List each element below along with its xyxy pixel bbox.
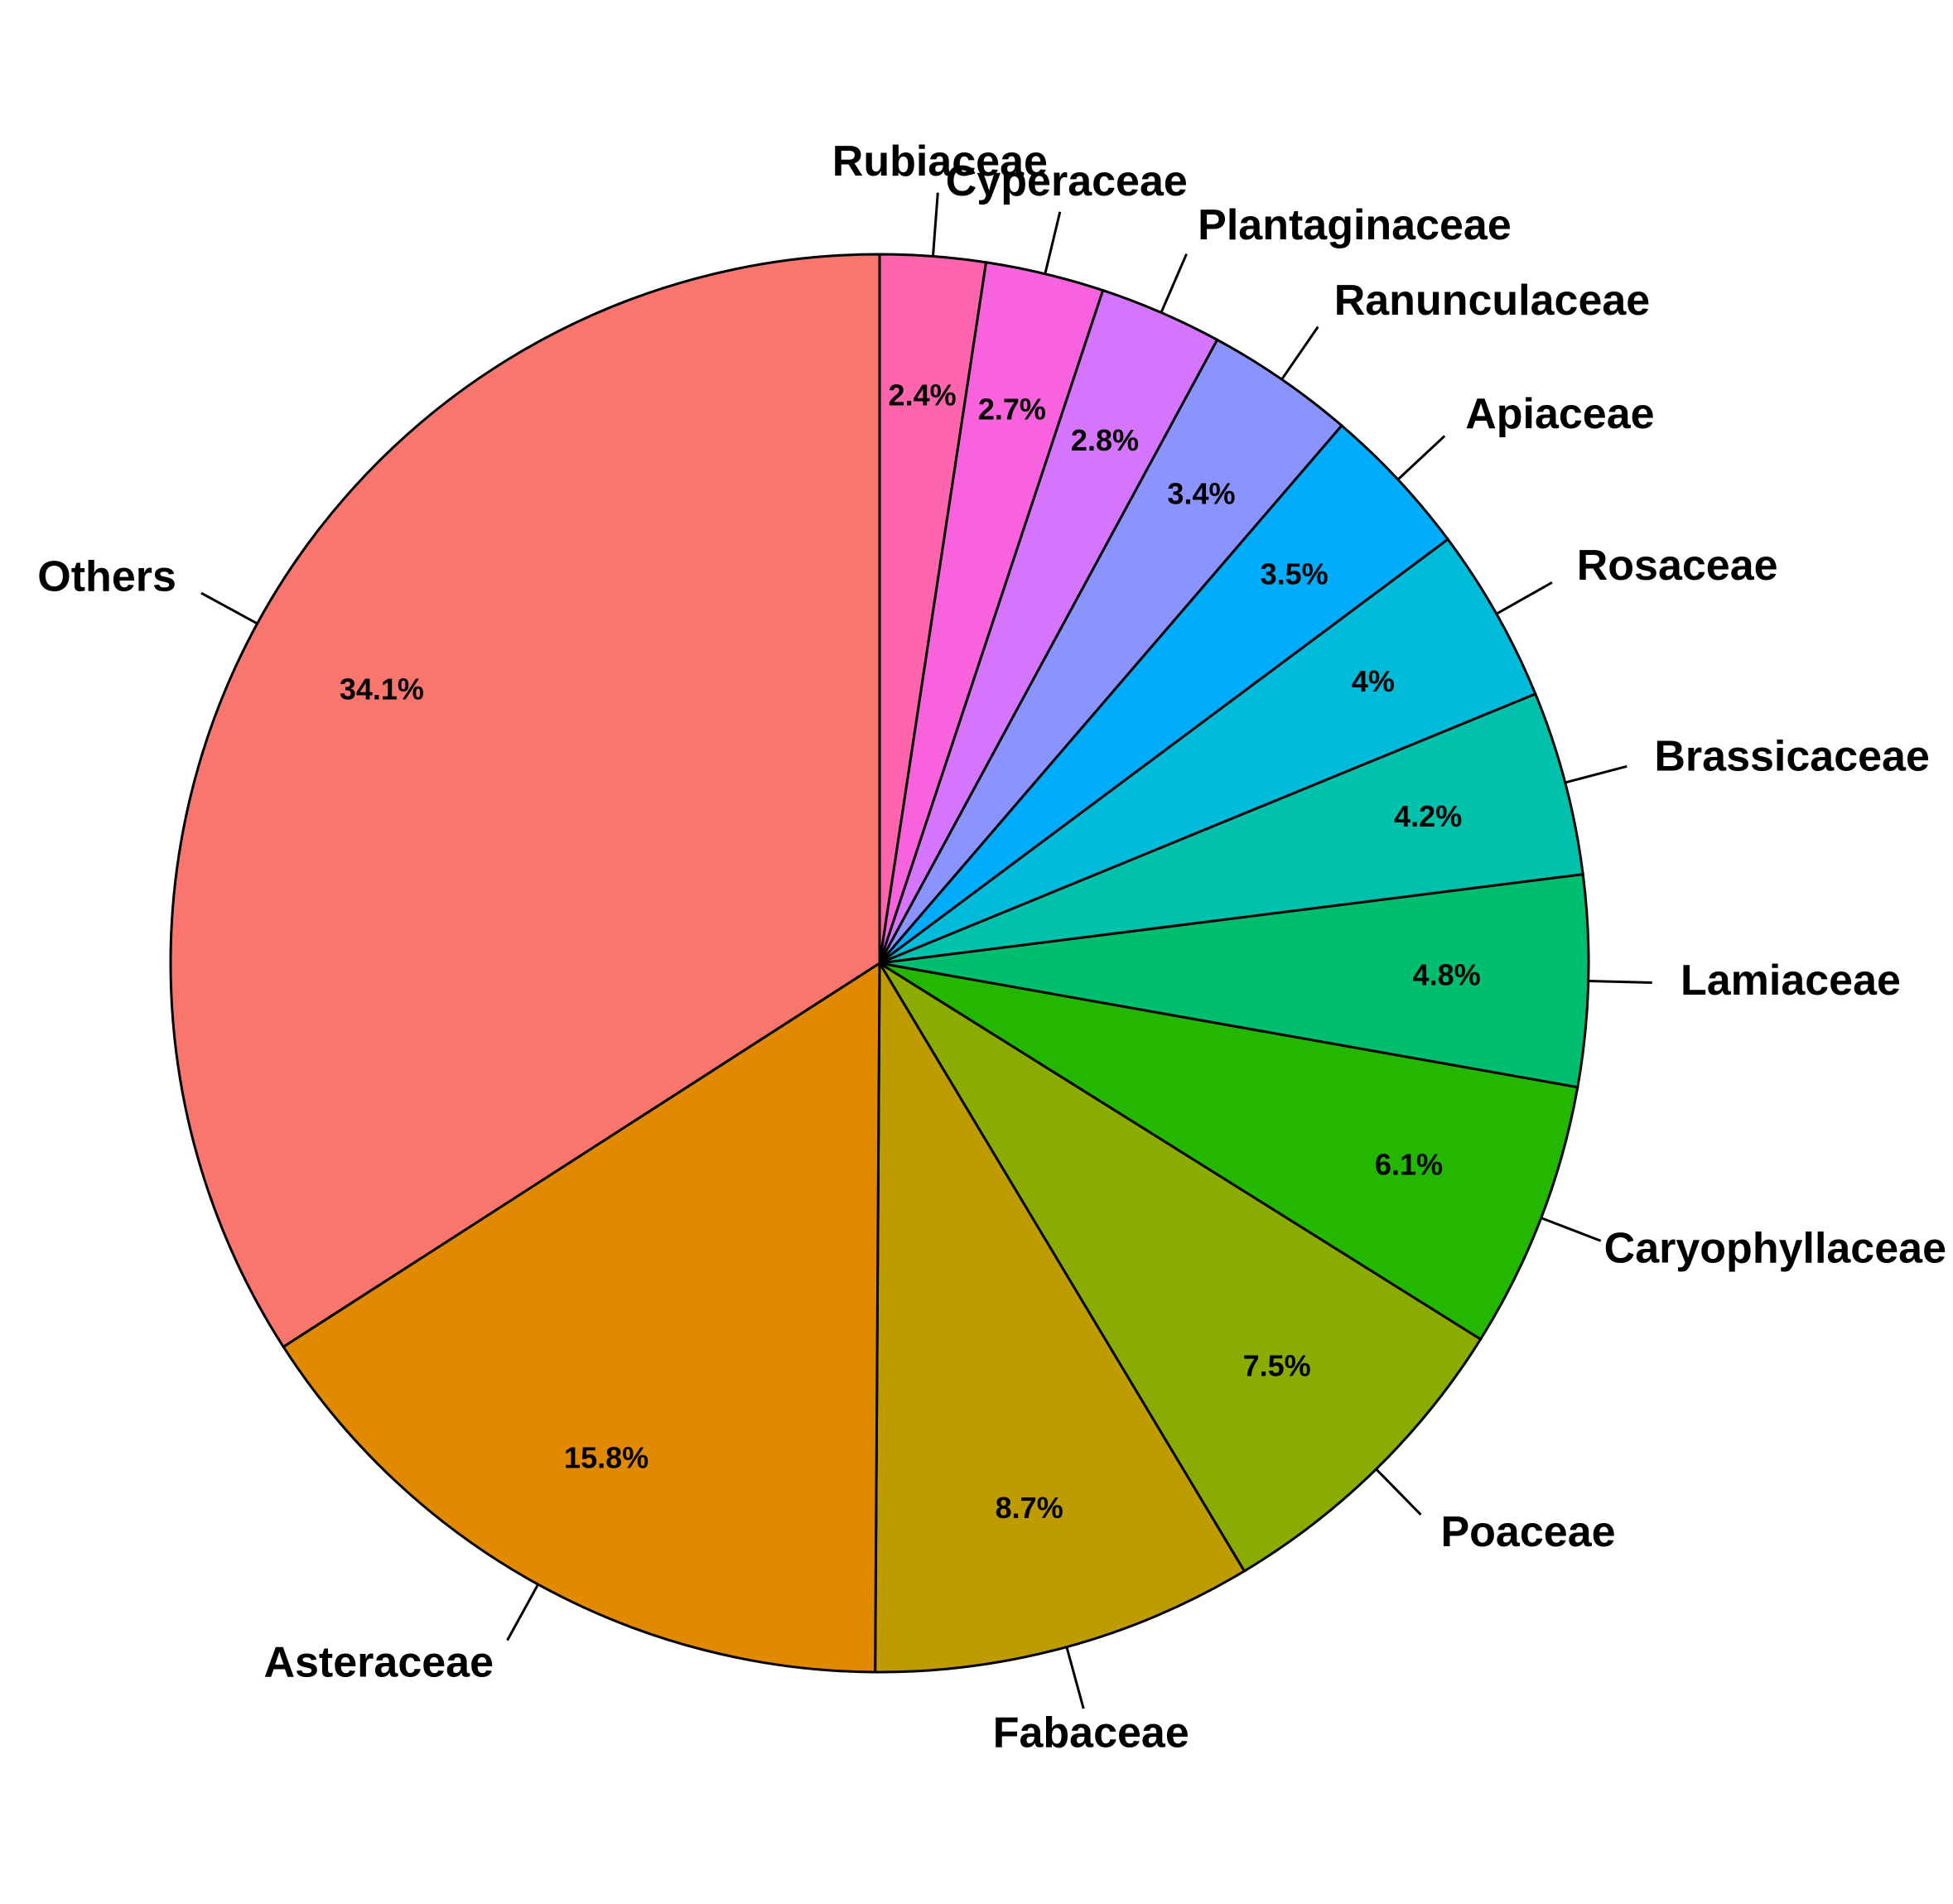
value-label: 6.1% xyxy=(1375,1148,1443,1182)
category-label: Fabaceae xyxy=(993,1709,1189,1757)
value-label: 8.7% xyxy=(996,1491,1063,1525)
pie-slice xyxy=(874,958,1247,1674)
leader-line xyxy=(1588,980,1652,984)
category-label: Cyperaceae xyxy=(946,157,1188,205)
pie-slice xyxy=(879,537,1537,965)
category-label: Caryophyllaceae xyxy=(1604,1224,1946,1272)
value-label: 3.5% xyxy=(1261,557,1329,590)
leader-line xyxy=(1496,581,1553,615)
value-label: 7.5% xyxy=(1243,1348,1311,1382)
value-label: 2.4% xyxy=(889,378,957,412)
pie-slice xyxy=(879,873,1590,1089)
leader-line xyxy=(1065,1646,1085,1709)
leader-line xyxy=(1396,435,1446,481)
category-label: Others xyxy=(37,552,176,600)
value-label: 3.4% xyxy=(1167,477,1235,511)
value-label: 2.8% xyxy=(1071,423,1139,457)
value-label: 4% xyxy=(1352,664,1395,698)
value-label: 15.8% xyxy=(564,1441,649,1475)
category-label: Asteraceae xyxy=(263,1638,494,1686)
category-label: Poaceae xyxy=(1440,1508,1615,1556)
leader-line xyxy=(1565,764,1628,784)
category-label: Apiaceae xyxy=(1465,390,1654,438)
leader-line xyxy=(1375,1468,1422,1516)
value-label: 34.1% xyxy=(340,672,424,706)
leader-line xyxy=(200,591,258,625)
category-label: Lamiaceae xyxy=(1681,957,1901,1005)
leader-line xyxy=(1541,1217,1602,1242)
category-label: Brassicaceae xyxy=(1654,732,1930,780)
leader-line xyxy=(1160,253,1188,313)
category-label: Rosaceae xyxy=(1577,542,1778,590)
category-label: Ranunculaceae xyxy=(1334,277,1651,325)
category-label: Rubiaceae xyxy=(832,137,1048,186)
leader-line xyxy=(931,192,939,257)
value-label: 2.7% xyxy=(978,393,1046,427)
leader-line xyxy=(506,1583,539,1641)
value-label: 4.2% xyxy=(1394,799,1462,833)
pie-slice xyxy=(282,961,881,1674)
leader-line xyxy=(1280,325,1319,380)
leader-line xyxy=(1044,211,1062,275)
value-label: 4.8% xyxy=(1413,958,1481,992)
category-label: Plantaginaceae xyxy=(1198,201,1512,249)
pie-slice xyxy=(878,962,1483,1574)
